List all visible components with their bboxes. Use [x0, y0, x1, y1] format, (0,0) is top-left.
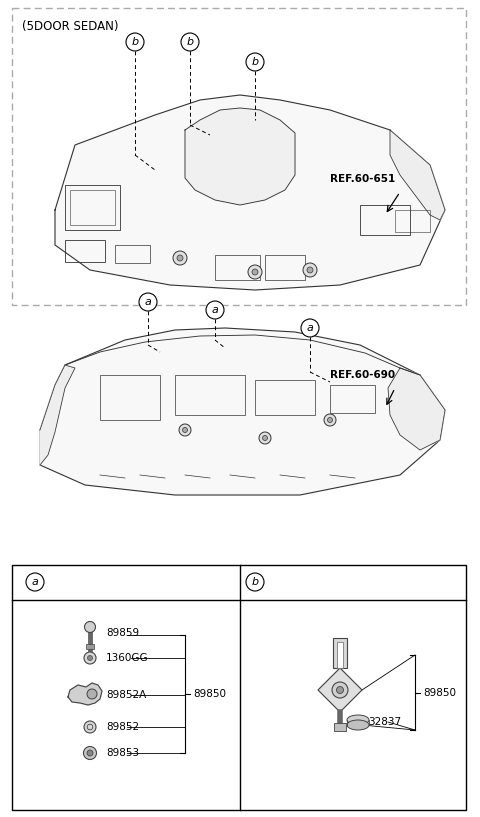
Text: a: a: [144, 297, 151, 307]
Bar: [70, 190, 115, 225]
Bar: [12, 565, 466, 810]
Bar: [330, 385, 375, 413]
Circle shape: [259, 432, 271, 444]
Circle shape: [26, 573, 44, 591]
Text: b: b: [252, 577, 259, 587]
Circle shape: [126, 33, 144, 51]
Circle shape: [307, 267, 313, 273]
Polygon shape: [40, 365, 75, 465]
Bar: [175, 375, 245, 415]
Bar: [255, 380, 315, 415]
Bar: [265, 255, 305, 280]
Text: a: a: [212, 305, 218, 315]
Ellipse shape: [347, 720, 369, 730]
Circle shape: [179, 424, 191, 436]
Circle shape: [327, 417, 333, 422]
Circle shape: [84, 622, 96, 632]
Bar: [395, 210, 430, 232]
Text: a: a: [32, 577, 38, 587]
Circle shape: [248, 265, 262, 279]
Text: 89852: 89852: [106, 722, 139, 732]
Circle shape: [84, 652, 96, 664]
Polygon shape: [185, 108, 295, 205]
Polygon shape: [388, 368, 445, 450]
Text: 32837: 32837: [368, 717, 401, 727]
Polygon shape: [390, 130, 445, 220]
Circle shape: [173, 251, 187, 265]
Bar: [333, 638, 347, 668]
Circle shape: [139, 293, 157, 311]
Bar: [100, 375, 160, 420]
Circle shape: [303, 263, 317, 277]
Circle shape: [336, 686, 344, 694]
Bar: [12, 8, 466, 305]
Polygon shape: [55, 95, 445, 290]
Circle shape: [324, 414, 336, 426]
Text: REF.60-651: REF.60-651: [330, 174, 395, 184]
Text: (5DOOR SEDAN): (5DOOR SEDAN): [22, 20, 119, 33]
Bar: [215, 255, 260, 280]
Polygon shape: [68, 683, 102, 705]
Circle shape: [301, 319, 319, 337]
Ellipse shape: [347, 715, 369, 725]
Bar: [65, 240, 105, 262]
Circle shape: [181, 33, 199, 51]
Text: b: b: [186, 37, 193, 47]
Circle shape: [177, 255, 183, 261]
Circle shape: [252, 269, 258, 275]
Text: b: b: [252, 57, 259, 67]
Text: a: a: [307, 323, 313, 333]
Circle shape: [246, 573, 264, 591]
Circle shape: [87, 750, 93, 756]
Text: 89859: 89859: [106, 628, 139, 638]
Text: 1360GG: 1360GG: [106, 653, 149, 663]
Text: 89850: 89850: [193, 689, 226, 699]
Bar: [115, 245, 150, 263]
Text: 89850: 89850: [423, 687, 456, 698]
Bar: [337, 642, 343, 668]
Circle shape: [332, 682, 348, 698]
Bar: [334, 723, 346, 731]
Circle shape: [84, 721, 96, 733]
Polygon shape: [40, 328, 445, 495]
Circle shape: [87, 655, 93, 660]
Text: b: b: [132, 37, 139, 47]
Bar: [86, 644, 94, 649]
Circle shape: [206, 301, 224, 319]
Circle shape: [84, 747, 96, 760]
Bar: [65, 185, 120, 230]
Bar: [360, 205, 410, 235]
Circle shape: [263, 435, 267, 440]
Polygon shape: [318, 668, 362, 712]
Text: REF.60-690: REF.60-690: [330, 370, 395, 380]
Circle shape: [182, 427, 188, 432]
Text: 89853: 89853: [106, 748, 139, 758]
Circle shape: [87, 689, 97, 699]
Text: 89852A: 89852A: [106, 690, 146, 700]
Circle shape: [246, 53, 264, 71]
